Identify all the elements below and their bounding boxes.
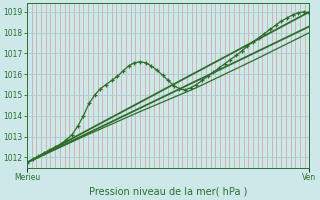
X-axis label: Pression niveau de la mer( hPa ): Pression niveau de la mer( hPa )	[89, 187, 247, 197]
